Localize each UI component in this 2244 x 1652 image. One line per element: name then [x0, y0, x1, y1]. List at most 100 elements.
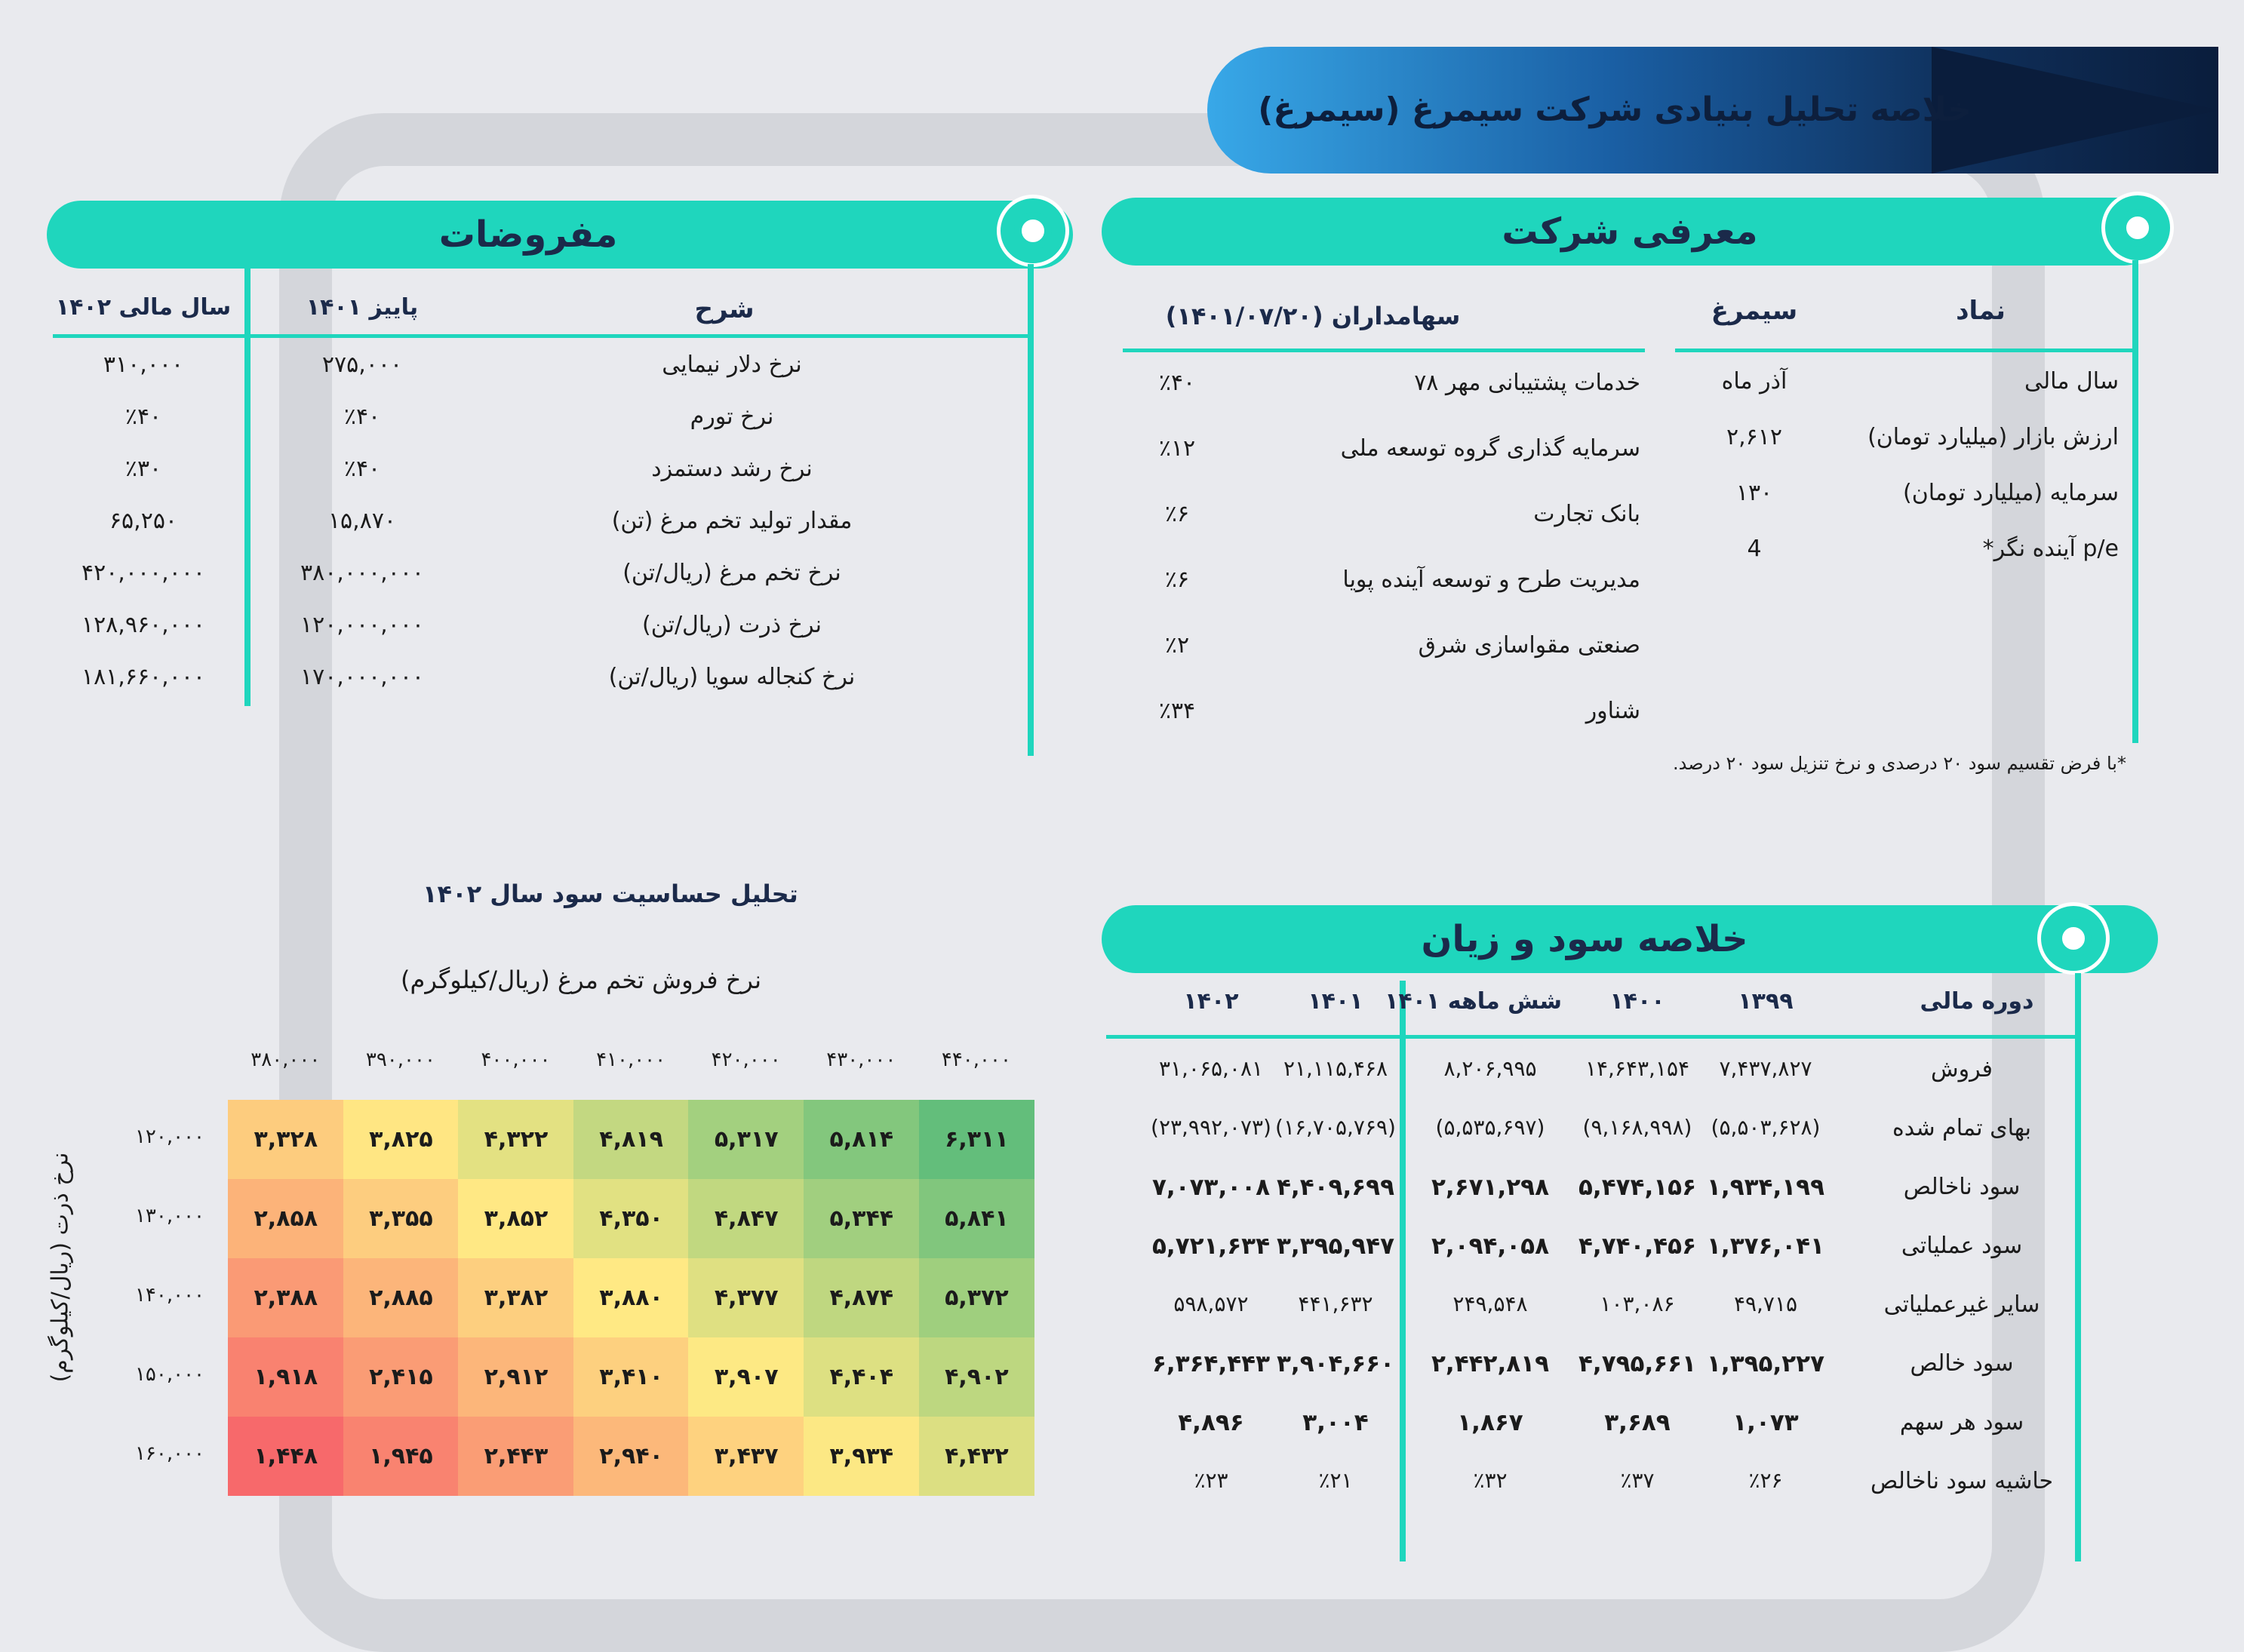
intro-header-bar [1102, 198, 2158, 266]
sensitivity-cell: ۵,۳۴۴ [804, 1179, 920, 1258]
pnl-cell: ۲,۴۴۲,۸۱۹ [1431, 1350, 1549, 1377]
pnl-row-label: سود عملیاتی [1901, 1233, 2023, 1259]
shareholder-pct: ٪۶ [1164, 501, 1190, 527]
intro-col-symbol: نماد [1956, 296, 2006, 326]
intro-header: معرفی شرکت [1502, 210, 1758, 253]
pnl-cell: (۵,۵۰۳,۶۲۸) [1711, 1115, 1821, 1140]
assumption-1402: ۶۵,۲۵۰ [109, 508, 178, 534]
assumption-1401: ۱۷۰,۰۰۰,۰۰۰ [300, 664, 425, 690]
sensitivity-cell: ۳,۴۳۷ [688, 1417, 804, 1496]
pnl-cell: ۴,۷۴۰,۴۵۶ [1578, 1233, 1696, 1260]
pnl-cell: ۳,۰۰۴ [1302, 1409, 1369, 1436]
pnl-cell: ۱۰۳,۰۸۶ [1600, 1291, 1675, 1316]
sensitivity-cell: ۶,۳۱۱ [918, 1100, 1035, 1179]
assumption-1402: ٪۳۰ [124, 456, 162, 482]
pnl-cell: ۳۱,۰۶۵,۰۸۱ [1158, 1056, 1264, 1081]
intro-row-value: 4 [1747, 536, 1762, 562]
pnl-cell: ۱,۳۷۶,۰۴۱ [1707, 1233, 1824, 1260]
sensitivity-cell: ۴,۸۱۹ [573, 1100, 690, 1179]
pnl-cell: ۵۹۸,۵۷۲ [1173, 1291, 1249, 1316]
pnl-row-label: سود خالص [1910, 1350, 2014, 1377]
sensitivity-cell: ۲,۴۴۳ [458, 1417, 574, 1496]
sensitivity-title: تحلیل حساسیت سود سال ۱۴۰۲ [423, 880, 798, 908]
sensitivity-y-label: ۱۳۰,۰۰۰ [134, 1205, 205, 1227]
assumptions-col-desc: شرح [694, 294, 755, 324]
assumption-1402: ۱۸۱,۶۶۰,۰۰۰ [81, 664, 206, 690]
pnl-cell: ۱,۸۶۷ [1457, 1409, 1523, 1436]
assumption-1401: ۲۷۵,۰۰۰ [321, 352, 403, 378]
pnl-cell: ۳,۶۸۹ [1604, 1409, 1671, 1436]
sensitivity-x-title: نرخ فروش تخم مرغ (ریال/کیلوگرم) [401, 966, 761, 994]
shareholder-pct: ٪۶ [1164, 567, 1190, 593]
intro-ring-icon [2101, 192, 2174, 264]
shareholder-pct: ٪۳۴ [1158, 698, 1196, 724]
pnl-row-label: سود ناخالص [1903, 1174, 2021, 1200]
sensitivity-cell: ۲,۳۸۸ [228, 1258, 344, 1337]
assumption-1401: ۱۲۰,۰۰۰,۰۰۰ [300, 612, 425, 638]
pnl-cell: (۱۶,۷۰۵,۷۶۹) [1275, 1115, 1396, 1140]
sensitivity-x-label: ۴۳۰,۰۰۰ [826, 1049, 896, 1071]
shareholder-name: شناور [1585, 698, 1640, 724]
sensitivity-cell: ۲,۹۱۲ [458, 1337, 574, 1417]
sensitivity-cell: ۳,۸۲۵ [343, 1100, 460, 1179]
sensitivity-y-title: نرخ ذرت (ریال/کیلوگرم) [47, 1152, 74, 1383]
pnl-cell: ۳,۳۹۵,۹۴۷ [1277, 1233, 1394, 1260]
sensitivity-cell: ۱,۹۱۸ [228, 1337, 344, 1417]
pnl-header-underline [1106, 1035, 2080, 1039]
pnl-cell: ۴,۷۹۵,۶۶۱ [1578, 1350, 1696, 1377]
intro-row-label: سال مالی [2024, 368, 2119, 395]
intro-vline [2132, 260, 2138, 743]
pnl-col-header: ۱۴۰۲ [1183, 988, 1239, 1015]
pnl-cell: ٪۳۲ [1473, 1468, 1508, 1493]
shareholder-name: بانک تجارت [1533, 501, 1640, 527]
sensitivity-x-label: ۴۱۰,۰۰۰ [596, 1049, 666, 1071]
pnl-cell: ۱۴,۶۴۳,۱۵۴ [1585, 1056, 1690, 1081]
intro-symbol-underline [1675, 349, 2132, 352]
pnl-row-label: سایر غیرعملیاتی [1883, 1291, 2040, 1318]
sensitivity-cell: ۱,۴۴۸ [228, 1417, 344, 1496]
assumption-label: نرخ دلار نیمایی [662, 352, 802, 378]
assumption-label: نرخ تورم [690, 404, 774, 430]
sensitivity-cell: ۴,۹۰۲ [918, 1337, 1035, 1417]
shareholder-name: مدیریت طرح و توسعه آینده پویا [1342, 567, 1640, 593]
sensitivity-cell: ۳,۹۳۴ [804, 1417, 920, 1496]
pnl-cell: ٪۲۶ [1748, 1468, 1783, 1493]
pnl-cell: ۱,۹۳۴,۱۹۹ [1707, 1174, 1824, 1201]
intro-col-symbol-value: سیمرغ [1711, 296, 1798, 326]
intro-row-label: p/e آینده نگر* [1982, 536, 2119, 562]
sensitivity-y-label: ۱۶۰,۰۰۰ [134, 1442, 205, 1465]
pnl-col-header: شش ماهه ۱۴۰۱ [1385, 988, 1562, 1015]
pnl-cell: (۵,۵۳۵,۶۹۷) [1435, 1115, 1545, 1140]
sensitivity-cell: ۵,۳۱۷ [688, 1100, 804, 1179]
pnl-cell: ۱,۰۷۳ [1732, 1409, 1799, 1436]
pnl-col-header: ۱۴۰۰ [1609, 988, 1665, 1015]
pnl-cell: ۴,۸۹۶ [1178, 1409, 1244, 1436]
shareholders-header: سهامداران (۱۴۰۱/۰۷/۲۰) [1165, 302, 1461, 330]
assumption-label: نرخ رشد دستمزد [651, 456, 813, 482]
pnl-cell: ۴۴۱,۶۳۲ [1298, 1291, 1373, 1316]
assumption-1402: ٪۴۰ [124, 404, 162, 430]
sensitivity-cell: ۴,۳۷۷ [688, 1258, 804, 1337]
assumptions-col-1401: پاییز ۱۴۰۱ [306, 294, 419, 321]
pnl-row-label: فروش [1930, 1056, 1993, 1082]
page-title: خلاصه تحلیل بنیادی شرکت سیمرغ (سیمرغ) [1258, 91, 1972, 129]
sensitivity-cell: ۳,۹۰۷ [688, 1337, 804, 1417]
pnl-cell: ٪۲۳ [1194, 1468, 1228, 1493]
pnl-cell: ۳,۹۰۴,۶۶۰ [1277, 1350, 1394, 1377]
sensitivity-x-label: ۳۹۰,۰۰۰ [365, 1049, 435, 1071]
shareholder-pct: ٪۴۰ [1158, 370, 1196, 396]
sensitivity-x-label: ۴۰۰,۰۰۰ [481, 1049, 551, 1071]
intro-row-value: آذر ماه [1721, 368, 1788, 395]
shareholder-name: خدمات پشتیبانی مهر ۷۸ [1414, 370, 1640, 396]
sensitivity-cell: ۵,۳۷۲ [918, 1258, 1035, 1337]
pnl-row-label: بهای تمام شده [1892, 1115, 2031, 1141]
pnl-header-bar [1102, 905, 2158, 973]
title-banner-tip [1932, 47, 2218, 173]
sensitivity-cell: ۲,۸۸۵ [343, 1258, 460, 1337]
assumptions-vline-mid [244, 269, 251, 706]
sensitivity-cell: ۴,۸۴۷ [688, 1179, 804, 1258]
assumption-1402: ۴۲۰,۰۰۰,۰۰۰ [81, 560, 206, 586]
assumption-1402: ۱۲۸,۹۶۰,۰۰۰ [81, 612, 206, 638]
sensitivity-cell: ۳,۳۵۵ [343, 1179, 460, 1258]
sensitivity-x-label: ۳۸۰,۰۰۰ [251, 1049, 321, 1071]
